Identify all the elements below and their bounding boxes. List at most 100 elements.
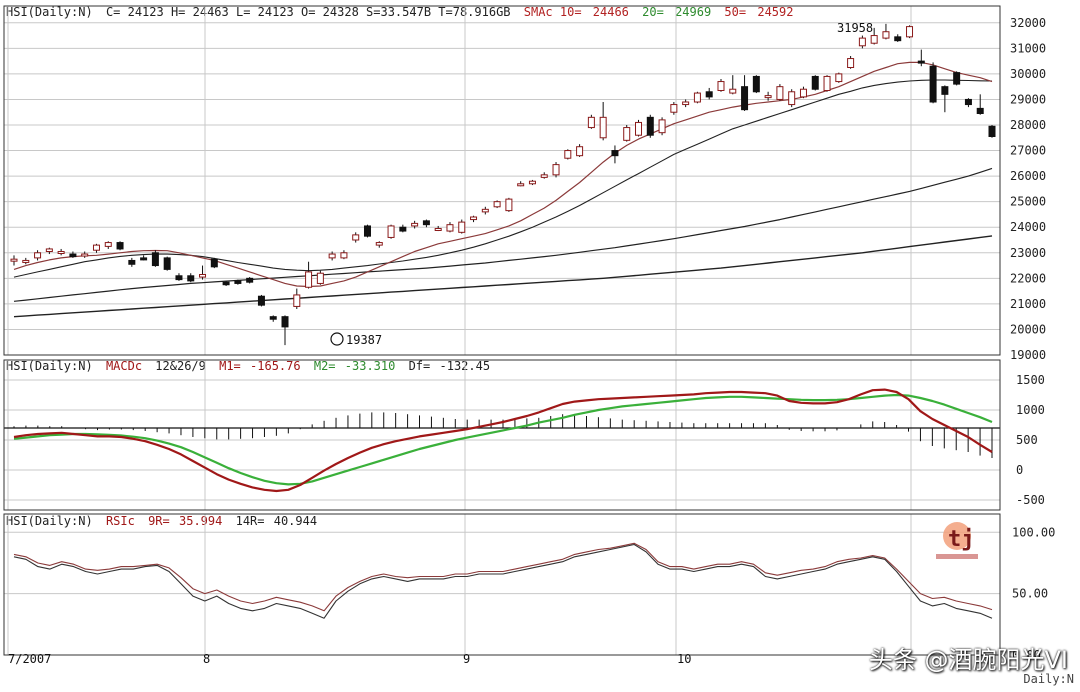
candle-down (246, 277, 254, 283)
candle-down (646, 116, 654, 136)
candle-up (352, 234, 360, 241)
rsi9-line (13, 543, 993, 619)
candle-down (363, 225, 371, 237)
watermark: 头条 @酒腕阳光VI (868, 646, 1068, 674)
candle-up (446, 224, 454, 232)
candle-up (10, 258, 18, 262)
svg-text:tj: tj (948, 527, 975, 552)
candle-up (470, 216, 478, 221)
candle-up (835, 73, 843, 83)
candle-up (729, 88, 737, 94)
candle-down (422, 220, 430, 226)
rsi-layer (13, 542, 993, 619)
macd-ytick-label: 1000 (1016, 403, 1045, 417)
candle-up (81, 253, 89, 257)
sma50-line (13, 167, 993, 302)
panel-frame-macd (3, 359, 1001, 511)
macd-m1-line (13, 388, 993, 493)
macd-ytick-label: 500 (1016, 433, 1038, 447)
price-ytick-label: 21000 (1010, 297, 1046, 311)
candle-down (953, 72, 961, 85)
candle-down (210, 258, 218, 268)
candle-up (505, 198, 513, 212)
time-label-oct: 10 (677, 652, 691, 666)
macd-df-label: Df= (409, 359, 431, 373)
candle-up (305, 271, 313, 288)
candle-down (941, 86, 949, 95)
candle-up (635, 121, 643, 136)
candle-up (517, 183, 525, 187)
rsi-header-name: RSIc (106, 514, 135, 528)
candle-up (670, 104, 678, 113)
price-ytick-label: 20000 (1010, 322, 1046, 336)
candle-up (481, 208, 489, 213)
candle-down (917, 60, 925, 64)
candle-down (964, 98, 972, 106)
candle-up (92, 244, 100, 251)
price-header-prefix: HSI(Daily:N) (6, 5, 93, 19)
candle-up (858, 37, 866, 47)
candle-down (976, 107, 984, 114)
candle-up (540, 174, 548, 178)
candle-up (199, 274, 207, 278)
rsi-ytick-label: 50.00 (1012, 587, 1048, 601)
high-annotation: 31958 (837, 21, 873, 35)
candle-up (764, 95, 772, 99)
macd-ytick-label: -500 (1016, 493, 1045, 507)
candle-up (823, 75, 831, 91)
candle-down (399, 226, 407, 232)
svg-text:HSI(Daily:N) C= 24123 H=: HSI(Daily:N) C= 24123 H= 24463 L= 24123 … (6, 5, 793, 19)
rsi-ytick-label: 0.00 (1012, 648, 1041, 662)
candle-down (929, 65, 937, 103)
sma20-label: 20= (642, 5, 664, 19)
candle-up (493, 201, 501, 208)
candle-up (528, 180, 536, 185)
candle-up (576, 146, 584, 157)
macd-m2-line (13, 393, 993, 486)
candle-up (776, 86, 784, 100)
candle-up (375, 242, 383, 246)
grid-layer (4, 6, 1000, 656)
macd-m2-label: M2= (314, 359, 336, 373)
candle-up (847, 58, 855, 69)
macd-ytick-label: 1500 (1016, 373, 1045, 387)
candle-up (22, 259, 30, 263)
candle-up (717, 81, 725, 92)
low-marker-icon (330, 332, 344, 346)
candle-down (163, 257, 171, 270)
price-header-ohlc: C= 24123 H= 24463 L= 24123 O= 24328 S=33… (106, 5, 511, 19)
candle-up (458, 221, 466, 233)
price-ytick-label: 23000 (1010, 246, 1046, 260)
candle-up (682, 101, 690, 106)
candle-down (705, 91, 713, 98)
price-layer (10, 23, 996, 346)
candle-up (564, 150, 572, 159)
candle-up (293, 294, 301, 307)
sma10-value: 24466 (593, 5, 629, 19)
candle-up (882, 31, 890, 39)
rsi9-label: 9R= (148, 514, 170, 528)
sma100-line (13, 235, 993, 318)
candle-up (587, 116, 595, 129)
candle-down (187, 275, 195, 282)
price-ytick-label: 27000 (1010, 144, 1046, 158)
candle-up (45, 248, 53, 252)
candle-down (175, 275, 183, 281)
candle-down (988, 125, 996, 138)
macd-m2-value: -33.310 (345, 359, 396, 373)
sma50-label: 50= (724, 5, 746, 19)
macd-header-prefix: HSI(Daily:N) (6, 359, 93, 373)
candle-up (599, 116, 607, 139)
candle-down (894, 36, 902, 42)
candle-down (151, 252, 159, 267)
candle-up (57, 251, 65, 254)
candle-up (906, 26, 914, 38)
brand-logo-icon: tj (936, 522, 978, 559)
candle-down (611, 150, 619, 157)
candle-up (552, 164, 560, 176)
price-ytick-label: 26000 (1010, 169, 1046, 183)
rsi14-line (13, 542, 993, 612)
rsi-ytick-label: 100.00 (1012, 525, 1055, 539)
